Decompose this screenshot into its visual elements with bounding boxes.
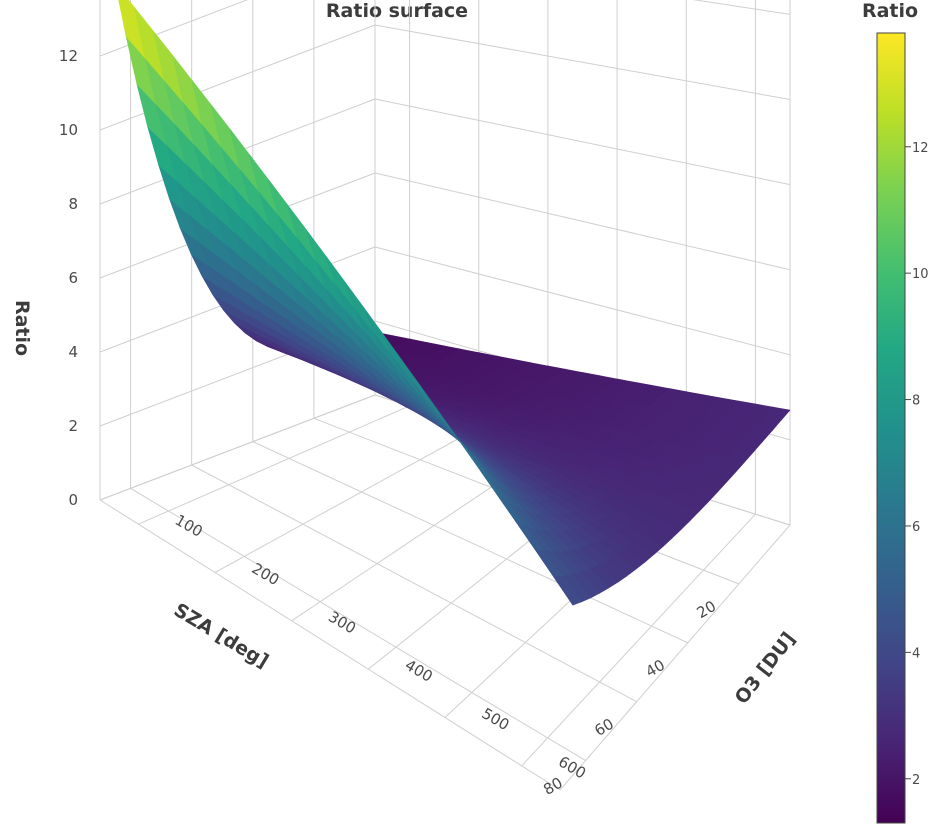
x-tick-label: 80 <box>540 774 566 799</box>
x-tick-label: 40 <box>643 656 669 681</box>
colorbar-tick-label: 8 <box>912 394 920 409</box>
y-tick-label: 600 <box>555 753 589 783</box>
grid-z-right <box>374 98 791 186</box>
y-tick-label: 500 <box>479 704 513 734</box>
y-tick-label: 200 <box>249 559 283 589</box>
grid-z-right <box>692 0 791 15</box>
y-tick-label: 300 <box>325 608 359 638</box>
x-axis-title: SZA [deg] <box>170 599 272 673</box>
grid-z-right <box>374 246 791 356</box>
colorbar-title: Ratio <box>862 0 918 22</box>
colorbar-tick-label: 6 <box>912 520 920 535</box>
y-tick-label: 400 <box>402 656 436 686</box>
colorbar-tick-label: 12 <box>912 141 928 156</box>
grid-x-floor <box>99 499 561 791</box>
grid-lines <box>99 0 791 791</box>
z-tick-label: 10 <box>59 121 78 139</box>
z-tick-label: 0 <box>68 491 78 509</box>
surface-patch <box>553 575 583 606</box>
grid-y-floor <box>99 394 376 501</box>
colorbar-tick-label: 10 <box>912 267 928 282</box>
z-tick-label: 2 <box>68 417 78 435</box>
grid-y-floor <box>214 427 479 573</box>
grid-z-right <box>374 24 791 100</box>
colorbar: Ratio 2 4 6 8 10 12 <box>862 0 928 824</box>
grid-y-floor <box>138 405 410 525</box>
z-tick-label: 4 <box>68 343 78 361</box>
z-tick-label: 6 <box>68 269 78 287</box>
x-tick-label: 20 <box>694 597 720 622</box>
colorbar-tick-label: 4 <box>912 646 920 661</box>
chart-title: Ratio surface <box>326 0 468 22</box>
z-tick-label: 8 <box>68 195 78 213</box>
grid-y-floor <box>521 513 756 767</box>
y-axis-title: O3 [DU] <box>731 628 800 708</box>
colorbar-tick-label: 2 <box>912 773 920 788</box>
y-tick-label: 100 <box>172 511 206 541</box>
surface <box>118 0 791 606</box>
grid-x-floor <box>252 441 688 644</box>
grid-x-floor <box>191 464 637 703</box>
grid-z-right <box>374 172 791 271</box>
x-tick-label: 60 <box>591 715 617 740</box>
grid-x-floor <box>130 487 586 761</box>
grid-y-floor <box>559 524 791 791</box>
colorbar-gradient <box>876 32 906 824</box>
z-tick-label: 12 <box>59 47 78 65</box>
z-axis-title: Ratio <box>11 300 33 356</box>
